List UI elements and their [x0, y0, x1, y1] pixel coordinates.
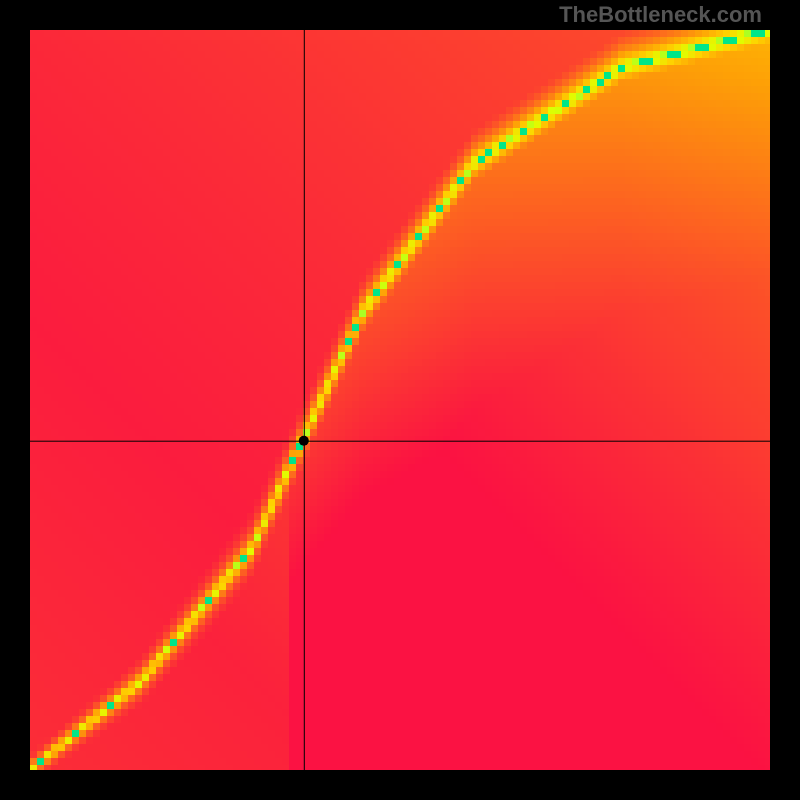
chart-frame: TheBottleneck.com: [0, 0, 800, 800]
watermark-text: TheBottleneck.com: [559, 2, 762, 28]
bottleneck-heatmap: [30, 30, 770, 770]
